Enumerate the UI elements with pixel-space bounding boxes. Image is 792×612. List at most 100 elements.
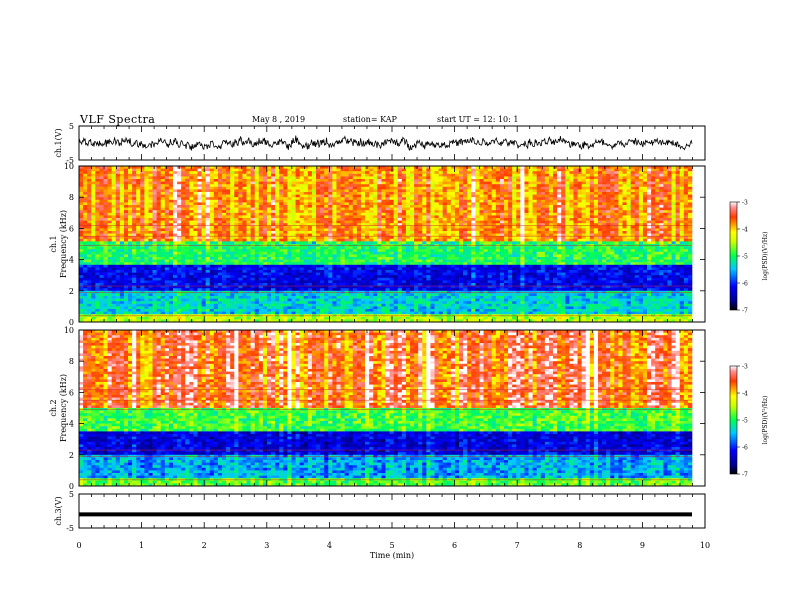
spectrogram-cell bbox=[87, 273, 91, 276]
spectrogram-cell bbox=[104, 262, 108, 265]
spectrogram-cell bbox=[87, 223, 91, 226]
spectrogram-cell bbox=[87, 270, 91, 273]
spectrogram-cell bbox=[218, 226, 222, 229]
spectrogram-cell bbox=[193, 312, 197, 315]
spectrogram-cell bbox=[136, 265, 140, 268]
spectrogram-cell bbox=[87, 293, 91, 296]
spectrogram-cell bbox=[165, 169, 169, 172]
spectrogram-cell bbox=[222, 257, 226, 260]
spectrogram-cell bbox=[206, 174, 210, 177]
spectrogram-cell bbox=[181, 299, 185, 302]
spectrogram-cell bbox=[206, 273, 210, 276]
spectrogram-cell bbox=[148, 176, 152, 179]
spectrogram-cell bbox=[116, 221, 120, 224]
spectrogram-cell bbox=[116, 169, 120, 172]
spectrogram-cell bbox=[193, 189, 197, 192]
spectrogram-cell bbox=[238, 221, 242, 224]
spectrogram-cell bbox=[144, 241, 148, 244]
spectrogram-cell bbox=[144, 273, 148, 276]
spectrogram-cell bbox=[238, 218, 242, 221]
spectrogram-cell bbox=[198, 283, 202, 286]
spectrogram-cell bbox=[116, 257, 120, 260]
spectrogram-cell bbox=[136, 192, 140, 195]
spectrogram-cell bbox=[120, 195, 124, 198]
spectrogram-cell bbox=[198, 202, 202, 205]
spectrogram-cell bbox=[120, 202, 124, 205]
spectrogram-cell bbox=[242, 254, 246, 257]
spectrogram-cell bbox=[242, 239, 246, 242]
spectrogram-cell bbox=[124, 226, 128, 229]
spectrogram-cell bbox=[206, 299, 210, 302]
spectrogram-cell bbox=[177, 257, 181, 260]
spectrogram-cell bbox=[193, 215, 197, 218]
spectrogram-cell bbox=[83, 252, 87, 255]
spectrogram-cell bbox=[79, 215, 83, 218]
spectrogram-cell bbox=[128, 247, 132, 250]
spectrogram-cell bbox=[230, 228, 234, 231]
spectrogram-cell bbox=[222, 301, 226, 304]
spectrogram-cell bbox=[193, 265, 197, 268]
spectrogram-cell bbox=[140, 257, 144, 260]
spectrogram-cell bbox=[222, 205, 226, 208]
spectrogram-cell bbox=[177, 260, 181, 263]
spectrogram-cell bbox=[222, 280, 226, 283]
spectrogram-cell bbox=[193, 195, 197, 198]
spectrogram-cell bbox=[136, 184, 140, 187]
spectrogram-cell bbox=[210, 265, 214, 268]
spectrogram-cell bbox=[226, 182, 230, 185]
spectrogram-cell bbox=[181, 304, 185, 307]
spectrogram-cell bbox=[161, 174, 165, 177]
spectrogram-cell bbox=[140, 262, 144, 265]
spectrogram-cell bbox=[210, 223, 214, 226]
spectrogram-cell bbox=[238, 215, 242, 218]
spectrogram-cell bbox=[214, 275, 218, 278]
spectrogram-cell bbox=[177, 239, 181, 242]
spectrogram-cell bbox=[87, 195, 91, 198]
spectrogram-cell bbox=[144, 231, 148, 234]
spectrogram-cell bbox=[116, 213, 120, 216]
spectrogram-cell bbox=[104, 171, 108, 174]
spectrogram-cell bbox=[95, 179, 99, 182]
spectrogram-cell bbox=[193, 257, 197, 260]
spectrogram-cell bbox=[206, 296, 210, 299]
spectrogram-cell bbox=[120, 299, 124, 302]
spectrogram-cell bbox=[214, 179, 218, 182]
spectrogram-cell bbox=[112, 296, 116, 299]
spectrogram-cell bbox=[214, 262, 218, 265]
spectrogram-cell bbox=[157, 174, 161, 177]
spectrogram-cell bbox=[136, 283, 140, 286]
spectrogram-cell bbox=[218, 249, 222, 252]
spectrogram-cell bbox=[83, 169, 87, 172]
spectrogram-cell bbox=[165, 208, 169, 211]
spectrogram-cell bbox=[132, 293, 136, 296]
spectrogram-cell bbox=[214, 304, 218, 307]
spectrogram-cell bbox=[181, 288, 185, 291]
spectrogram-cell bbox=[104, 265, 108, 268]
spectrogram-cell bbox=[177, 304, 181, 307]
spectrogram-cell bbox=[112, 187, 116, 190]
spectrogram-cell bbox=[234, 296, 238, 299]
spectrogram-cell bbox=[124, 239, 128, 242]
spectrogram-cell bbox=[108, 306, 112, 309]
spectrogram-cell bbox=[165, 210, 169, 213]
spectrogram-cell bbox=[222, 241, 226, 244]
spectrogram-cell bbox=[99, 262, 103, 265]
spectrogram-cell bbox=[87, 239, 91, 242]
spectrogram-cell bbox=[218, 283, 222, 286]
spectrogram-cell bbox=[214, 239, 218, 242]
spectrogram-cell bbox=[189, 306, 193, 309]
spectrogram-cell bbox=[189, 187, 193, 190]
spectrogram-cell bbox=[87, 278, 91, 281]
spectrogram-cell bbox=[230, 265, 234, 268]
spectrogram-cell bbox=[120, 176, 124, 179]
spectrogram-cell bbox=[222, 187, 226, 190]
spectrogram-cell bbox=[104, 301, 108, 304]
spectrogram-cell bbox=[173, 252, 177, 255]
spectrogram-cell bbox=[161, 231, 165, 234]
spectrogram-cell bbox=[169, 296, 173, 299]
spectrogram-cell bbox=[193, 262, 197, 265]
spectrogram-cell bbox=[206, 205, 210, 208]
spectrogram-cell bbox=[87, 215, 91, 218]
spectrogram-cell bbox=[234, 215, 238, 218]
spectrogram-cell bbox=[218, 192, 222, 195]
